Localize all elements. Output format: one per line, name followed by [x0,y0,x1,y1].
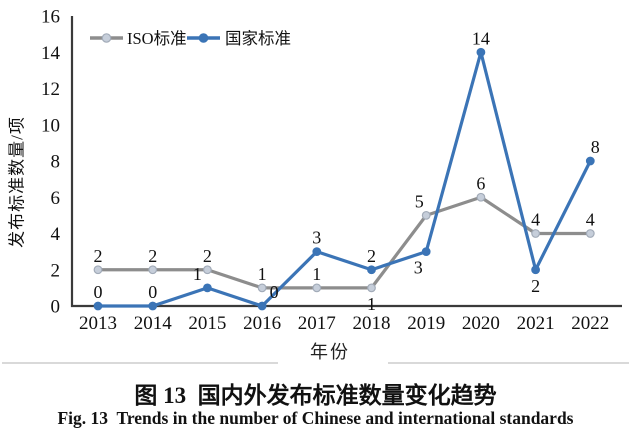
data-label: 5 [415,191,424,211]
x-axis-title: 年份 [310,342,350,362]
series-marker-0 [585,229,595,238]
x-tick-label: 2022 [571,313,609,334]
x-tick-label: 2016 [243,313,281,334]
y-tick-label: 10 [41,115,60,136]
y-tick-label: 0 [51,297,61,318]
series-marker-1 [148,301,158,311]
series-marker-0 [312,283,322,293]
series-marker-0 [93,265,103,275]
axes [70,16,622,308]
series-marker-0 [421,210,431,220]
data-label: 3 [312,228,321,248]
data-label: 2 [367,246,376,266]
y-tick-label: 6 [51,188,61,209]
data-label: 1 [258,264,267,284]
x-tick-label: 2020 [462,313,500,334]
x-tick-label: 2015 [188,313,226,334]
series-marker-1 [585,156,595,166]
data-label: 4 [531,210,540,230]
y-axis-title: 发布标准数量/项 [7,116,27,248]
legend-label-1: 国家标准 [225,29,291,48]
data-label: 2 [148,246,157,266]
divider-line-left [2,362,278,364]
data-label: 2 [203,246,212,266]
x-tick-label: 2017 [298,313,336,334]
data-label: 0 [94,282,103,302]
x-tick-label: 2018 [353,313,391,334]
y-tick-label: 4 [51,224,61,245]
data-label: 1 [312,264,321,284]
data-label: 1 [367,294,376,314]
y-tick-label: 8 [51,152,61,173]
legend-label-0: ISO标准 [127,29,187,48]
series-marker-0 [202,265,212,275]
x-tick-label: 2019 [407,313,445,334]
legend-marker-1 [198,33,209,43]
series-line-0 [96,195,592,290]
figure-caption-zh: 图 13 国内外发布标准数量变化趋势 [134,383,497,408]
series-marker-1 [421,247,431,257]
series-marker-1 [367,265,376,275]
x-tick-label: 2013 [79,313,117,334]
series-marker-1 [476,47,486,57]
series-marker-0 [148,265,158,275]
x-tick-label: 2014 [134,313,173,334]
data-label: 2 [531,276,540,296]
data-label: 3 [414,258,423,278]
series-marker-1 [202,283,212,293]
data-label: 6 [476,173,485,193]
data-label: 4 [586,210,595,230]
series-line-1 [96,50,592,308]
series-marker-1 [312,247,322,257]
series-marker-0 [257,283,267,293]
series-marker-1 [93,301,103,311]
series-marker-0 [367,283,376,293]
data-label: 0 [270,282,279,302]
x-tick-label: 2021 [517,313,555,334]
series-marker-1 [257,301,267,311]
series-marker-1 [531,265,540,275]
series-marker-0 [476,192,486,202]
data-label: 2 [94,246,103,266]
y-tick-label: 16 [41,7,60,28]
y-tick-label: 12 [41,79,60,100]
y-tick-label: 2 [51,260,61,281]
data-label: 0 [148,282,157,302]
data-label: 8 [591,137,600,157]
series-marker-0 [531,229,540,238]
divider-line-right [388,362,629,364]
figure-caption-en: Fig. 13 Trends in the number of Chinese … [57,408,574,428]
legend-marker-0 [101,33,112,43]
data-label: 14 [472,28,490,48]
y-tick-label: 14 [41,43,61,64]
data-label: 1 [193,264,202,284]
